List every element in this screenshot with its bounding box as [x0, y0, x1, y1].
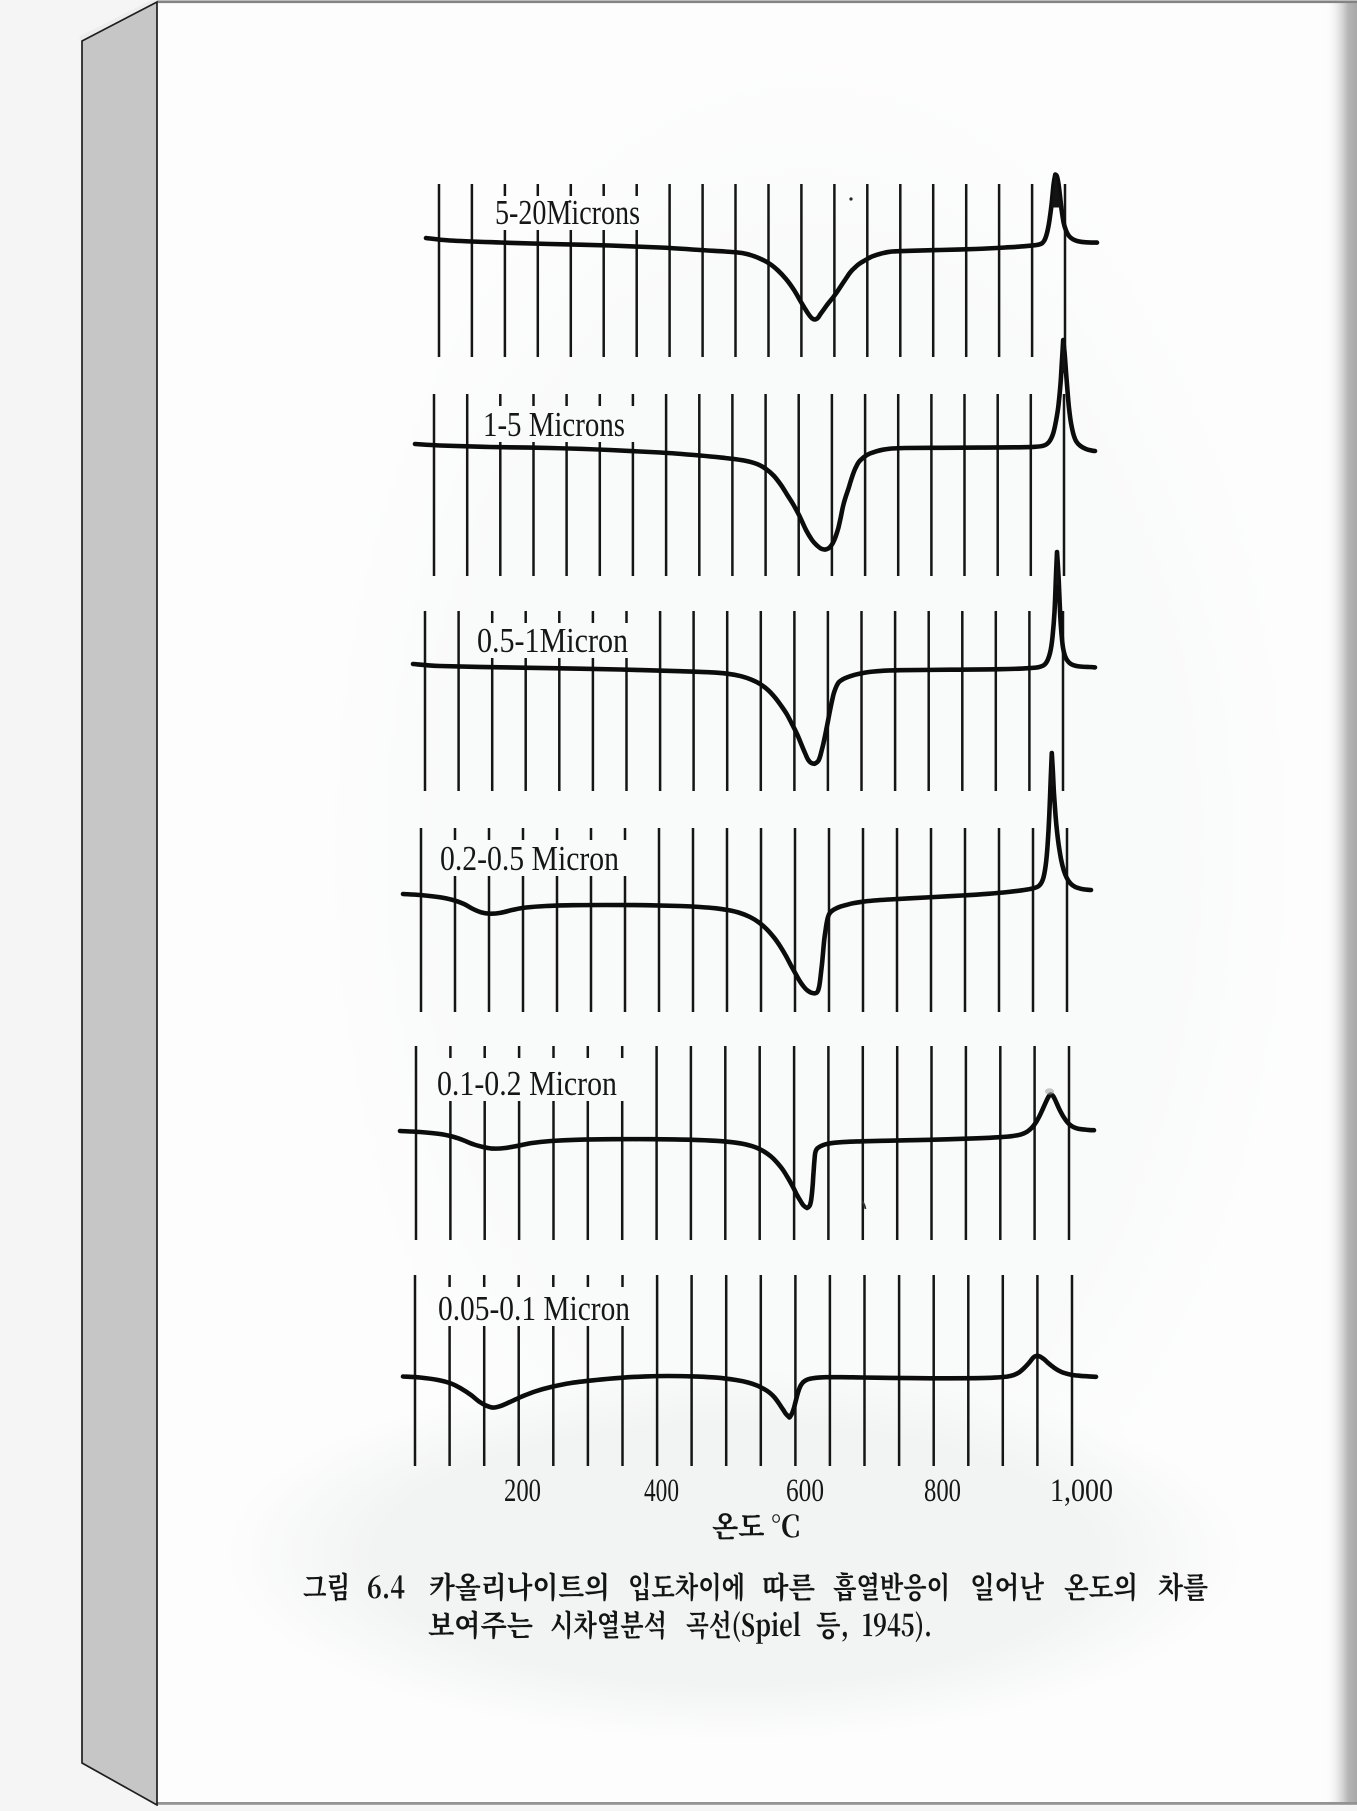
svg-text:0.5-1Micron: 0.5-1Micron [477, 621, 628, 660]
svg-text:200: 200 [504, 1473, 541, 1509]
svg-text:0.05-0.1 Micron: 0.05-0.1 Micron [438, 1289, 630, 1328]
svg-text:0.1-0.2 Micron: 0.1-0.2 Micron [437, 1064, 617, 1103]
svg-text:5-20Microns: 5-20Microns [495, 193, 640, 232]
svg-text:1-5 Microns: 1-5 Microns [483, 405, 625, 444]
svg-text:600: 600 [786, 1473, 824, 1509]
svg-text:0.2-0.5 Micron: 0.2-0.5 Micron [440, 839, 619, 878]
svg-text:1,000: 1,000 [1050, 1473, 1113, 1509]
svg-text:800: 800 [924, 1473, 961, 1509]
svg-text:400: 400 [644, 1473, 679, 1509]
